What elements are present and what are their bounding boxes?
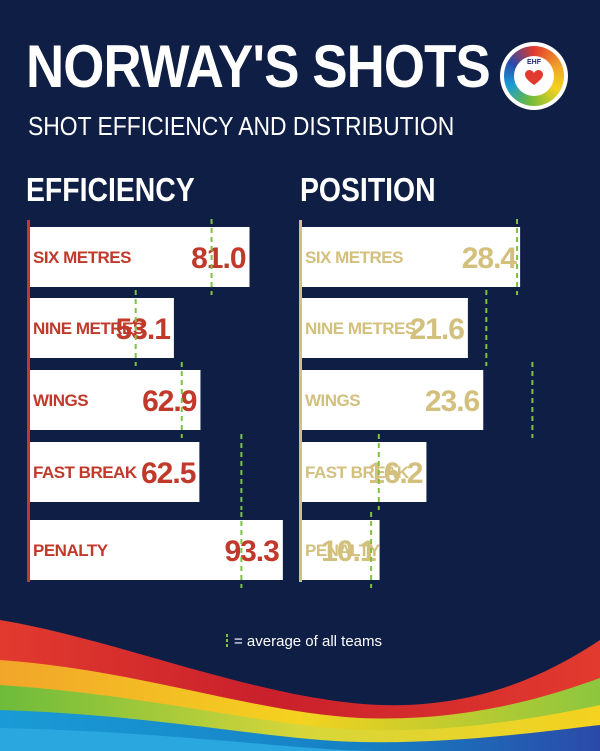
efficiency-bar — [30, 370, 201, 430]
position-value-label: 21.6 — [409, 313, 464, 346]
average-dash-icon — [226, 634, 228, 648]
position-bar — [302, 520, 380, 580]
position-category-label: FAST BREAK — [305, 463, 410, 482]
position-category-label: WINGS — [305, 391, 360, 410]
position-value-label: 28.4 — [462, 242, 518, 275]
position-value-label: 10.1 — [321, 535, 376, 568]
position-value-label: 16.2 — [368, 457, 423, 490]
efficiency-bar — [30, 298, 174, 358]
legend-label: = average of all teams — [234, 633, 383, 650]
efficiency-value-label: 81.0 — [191, 242, 246, 275]
efficiency-category-label: PENALTY — [33, 541, 109, 560]
page-subtitle: SHOT EFFICIENCY AND DISTRIBUTION — [28, 111, 455, 141]
efficiency-category-label: WINGS — [33, 391, 88, 410]
position-bar — [302, 442, 427, 502]
position-bar — [302, 227, 521, 287]
position-category-label: SIX METRES — [305, 248, 403, 267]
decorative-wave — [0, 620, 600, 751]
position-bar — [302, 298, 468, 358]
position-bar — [302, 370, 484, 430]
heart-icon — [525, 70, 543, 85]
efficiency-bar — [30, 442, 200, 502]
ehf-logo: EHF — [500, 42, 568, 110]
efficiency-value-label: 53.1 — [116, 313, 171, 346]
efficiency-value-label: 93.3 — [224, 535, 279, 568]
position-axis — [299, 220, 302, 582]
efficiency-axis — [27, 220, 30, 582]
legend: = average of all teams — [226, 633, 382, 650]
position-category-label: PENALTY — [305, 541, 381, 560]
efficiency-category-label: FAST BREAK — [33, 463, 138, 482]
efficiency-value-label: 62.9 — [142, 385, 197, 418]
efficiency-value-label: 62.5 — [141, 457, 196, 490]
logo-text: EHF — [527, 59, 541, 66]
efficiency-category-label: NINE METRES — [33, 319, 144, 338]
position-heading: POSITION — [300, 171, 436, 208]
efficiency-category-label: SIX METRES — [33, 248, 131, 267]
efficiency-bar — [30, 227, 250, 287]
efficiency-heading: EFFICIENCY — [26, 171, 195, 208]
position-value-label: 23.6 — [425, 385, 480, 418]
position-category-label: NINE METRES — [305, 319, 416, 338]
page-title: NORWAY'S SHOTS — [26, 33, 491, 100]
